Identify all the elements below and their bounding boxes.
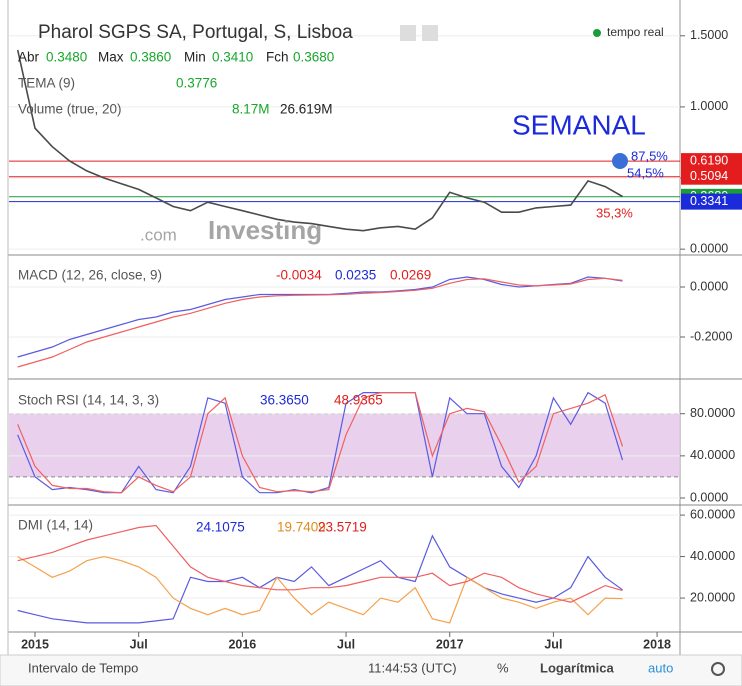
pane-readout: 48.9365: [334, 393, 383, 408]
x-tick-label: Jul: [130, 637, 148, 651]
footer-bar: [0, 654, 742, 686]
marker: [612, 153, 628, 169]
annotation: 87,5%: [631, 148, 668, 163]
log-button[interactable]: Logarítmica: [540, 660, 614, 675]
ohlc-value: 0.3410: [212, 50, 253, 65]
x-tick-label: 2016: [228, 637, 256, 651]
y-tick-label: 80.0000: [690, 406, 735, 420]
pane-title: DMI (14, 14): [18, 518, 93, 533]
y-tick-label: 20.0000: [690, 590, 735, 604]
period-label: SEMANAL: [512, 109, 646, 140]
icon[interactable]: [422, 25, 438, 41]
x-tick-label: Jul: [544, 637, 562, 651]
pane-readout: 0.0235: [335, 268, 376, 283]
brand: Investing: [208, 215, 322, 245]
interval-button[interactable]: Intervalo de Tempo: [28, 660, 138, 675]
series-line: [17, 277, 623, 368]
pane-readout: 36.3650: [260, 393, 309, 408]
ohlc-label: Abr: [18, 50, 40, 65]
pane-readout: 23.5719: [318, 520, 367, 535]
series-line: [17, 555, 623, 624]
x-tick-label: 2015: [21, 637, 49, 651]
chart-title: Pharol SGPS SA, Portugal, S, Lisboa: [38, 22, 353, 43]
indicator-label: Volume (true, 20): [18, 102, 122, 117]
price-level-label: 0.3341: [690, 194, 728, 208]
pane-readout: 0.0269: [390, 268, 431, 283]
price-level-label: 0.5094: [690, 169, 728, 183]
realtime-dot: [593, 29, 601, 37]
price-level-box: [681, 193, 742, 210]
pane-readout: 24.1075: [196, 520, 245, 535]
y-tick-label: 0.0000: [690, 490, 728, 504]
clock: 11:44:53 (UTC): [368, 660, 457, 675]
realtime: tempo real: [607, 25, 664, 39]
price-level-box: [681, 168, 742, 185]
series-line: [17, 392, 624, 494]
annotation: 54,5%: [627, 165, 664, 180]
icon[interactable]: [400, 25, 416, 41]
series-line: [16, 49, 623, 232]
y-tick-label: 1.0000: [690, 99, 728, 113]
brand-suffix: .com: [140, 225, 177, 244]
indicator-value: 8.17M: [232, 102, 270, 117]
y-tick-label: 1.5000: [690, 28, 728, 42]
ohlc-label: Fch: [266, 50, 289, 65]
x-tick-label: 2018: [643, 637, 671, 651]
y-tick-label: 0.0000: [690, 279, 728, 293]
x-tick-label: Jul: [337, 637, 355, 651]
pane-readout: -0.0034: [276, 268, 322, 283]
ohlc-label: Min: [184, 50, 206, 65]
series-line: [17, 534, 623, 624]
annotation: 35,3%: [596, 205, 633, 220]
series-line: [17, 524, 623, 603]
indicator-value: 26.619M: [280, 102, 333, 117]
price-level-label: 0.6190: [690, 153, 728, 167]
price-level-box: [681, 153, 742, 170]
pane-title: MACD (12, 26, close, 9): [18, 268, 162, 283]
ohlc-value: 0.3680: [293, 50, 334, 65]
ohlc-value: 0.3480: [46, 50, 87, 65]
y-tick-label: 40.0000: [690, 448, 735, 462]
settings-icon[interactable]: [711, 662, 725, 676]
ohlc-value: 0.3860: [130, 50, 171, 65]
ohlc-label: Max: [98, 50, 124, 65]
percent-button[interactable]: %: [497, 660, 509, 675]
band-fill: [9, 413, 680, 477]
y-tick-label: 60.0000: [690, 507, 735, 521]
y-tick-label: 0.0000: [690, 241, 728, 255]
auto-button[interactable]: auto: [648, 660, 673, 675]
indicator-label: TEMA (9): [18, 76, 75, 91]
indicator-value: 0.3776: [176, 76, 217, 91]
pane-title: Stoch RSI (14, 14, 3, 3): [18, 393, 159, 408]
y-tick-label: 40.0000: [690, 549, 735, 563]
y-tick-label: -0.2000: [690, 329, 732, 343]
pane-readout: 19.7409: [277, 520, 326, 535]
x-tick-label: 2017: [436, 637, 464, 651]
